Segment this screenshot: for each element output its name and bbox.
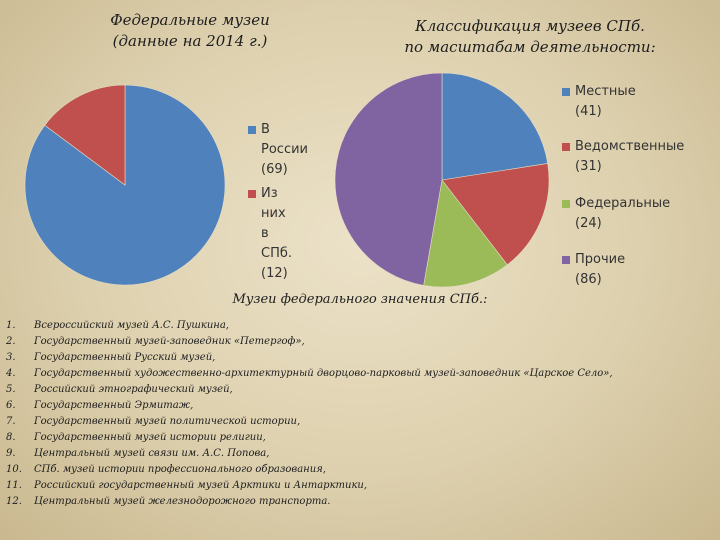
title-line: Классификация музеев СПб.	[415, 17, 645, 35]
pie-chart-classification	[334, 72, 550, 288]
list-item: 10. СПб. музей истории профессионального …	[0, 462, 613, 478]
list-item-text: Государственный музей истории религии,	[34, 432, 266, 443]
legend-label-line: Федеральные	[575, 196, 671, 211]
list-item-text: Государственный музей-заповедник «Петерг…	[34, 336, 305, 347]
list-item-number: 2.	[6, 336, 16, 347]
legend-swatch	[562, 88, 570, 96]
pie-charts-canvas	[24, 72, 550, 288]
legend-item: Прочие (86)	[562, 250, 625, 290]
legend-label-line: СПб. (12)	[261, 246, 293, 281]
chart-title-federal-museums: Федеральные музеи (данные на 2014 г.)	[60, 10, 320, 52]
pie-slice	[44, 84, 126, 186]
legend-label: Федеральные (24)	[575, 194, 670, 234]
legend-label: Прочие (86)	[575, 250, 625, 290]
list-item: 8. Государственный музей истории религии,	[0, 430, 613, 446]
pie-slice	[334, 72, 443, 286]
legend-label-line: (69)	[261, 162, 288, 177]
list-heading: Музеи федерального значения СПб.:	[232, 292, 488, 307]
title-line: Федеральные музеи	[110, 11, 270, 29]
list-item: 4. Государственный художественно-архитект…	[0, 366, 613, 382]
pie-chart-federal	[24, 84, 226, 286]
pie-slice	[441, 72, 549, 181]
chart-title-classification: Классификация музеев СПб. по масштабам д…	[380, 16, 680, 58]
list-item: 2. Государственный музей-заповедник «Пете…	[0, 334, 613, 350]
list-item-text: Всероссийский музей А.С. Пушкина,	[34, 320, 229, 331]
legend-label: Ведомственные (31)	[575, 137, 684, 177]
list-item: 7. Государственный музей политической ист…	[0, 414, 613, 430]
legend-label-line: Прочие (86)	[575, 252, 626, 287]
list-item-text: Центральный музей связи им. А.С. Попова,	[34, 448, 270, 459]
legend-label: Местные (41)	[575, 82, 636, 122]
legend-label-line: Из них в	[261, 186, 286, 241]
list-item-number: 12.	[6, 496, 22, 507]
legend-item: Федеральные (24)	[562, 194, 670, 234]
legend-label-line: (24)	[575, 216, 602, 231]
museum-list: 1. Всероссийский музей А.С. Пушкина, 2. Гос…	[0, 318, 613, 510]
list-item-number: 10.	[6, 464, 22, 475]
list-item-number: 7.	[6, 416, 16, 427]
list-item-text: Центральный музей железнодорожного транс…	[34, 496, 331, 507]
list-item: 6. Государственный Эрмитаж,	[0, 398, 613, 414]
legend-label-line: (31)	[575, 159, 602, 174]
legend-swatch	[562, 200, 570, 208]
legend-label-line: Местные (41)	[575, 84, 636, 119]
legend-swatch	[562, 143, 570, 151]
legend-item: Из них в СПб. (12)	[248, 184, 292, 284]
title-line: по масштабам деятельности:	[404, 38, 656, 56]
legend-swatch	[248, 190, 256, 198]
list-item-number: 9.	[6, 448, 16, 459]
list-item: 1. Всероссийский музей А.С. Пушкина,	[0, 318, 613, 334]
legend-item: Местные (41)	[562, 82, 636, 122]
list-item-number: 6.	[6, 400, 16, 411]
list-item: 12. Центральный музей железнодорожного тр…	[0, 494, 613, 510]
legend-label-line: Ведомственные	[575, 139, 685, 154]
list-item-number: 4.	[6, 368, 16, 379]
list-item-number: 5.	[6, 384, 16, 395]
legend-item: Ведомственные (31)	[562, 137, 684, 177]
legend-swatch	[562, 256, 570, 264]
pie-slice	[423, 179, 508, 288]
title-line: (данные на 2014 г.)	[112, 32, 268, 50]
list-item-text: Государственный музей политической истор…	[34, 416, 301, 427]
list-item-text: Государственный художественно-архитектур…	[34, 368, 613, 379]
legend-label: В России (69)	[261, 120, 308, 180]
list-item-text: Государственный Эрмитаж,	[34, 400, 194, 411]
list-item: 5. Российский этнографический музей,	[0, 382, 613, 398]
legend-label: Из них в СПб. (12)	[261, 184, 292, 284]
list-item-text: СПб. музей истории профессионального обр…	[34, 464, 326, 475]
list-item-text: Российский государственный музей Арктики…	[34, 480, 368, 491]
pie-slice	[441, 163, 550, 266]
list-item-number: 3.	[6, 352, 16, 363]
list-item-number: 8.	[6, 432, 16, 443]
legend-label-line: В России	[261, 122, 308, 157]
list-item-number: 1.	[6, 320, 16, 331]
legend-swatch	[248, 126, 256, 134]
list-item-number: 11.	[6, 480, 22, 491]
list-item: 9. Центральный музей связи им. А.С. Попов…	[0, 446, 613, 462]
list-item: 3. Государственный Русский музей,	[0, 350, 613, 366]
list-item-text: Российский этнографический музей,	[34, 384, 233, 395]
list-item: 11. Российский государственный музей Аркт…	[0, 478, 613, 494]
list-item-text: Государственный Русский музей,	[34, 352, 216, 363]
legend-item: В России (69)	[248, 120, 308, 180]
